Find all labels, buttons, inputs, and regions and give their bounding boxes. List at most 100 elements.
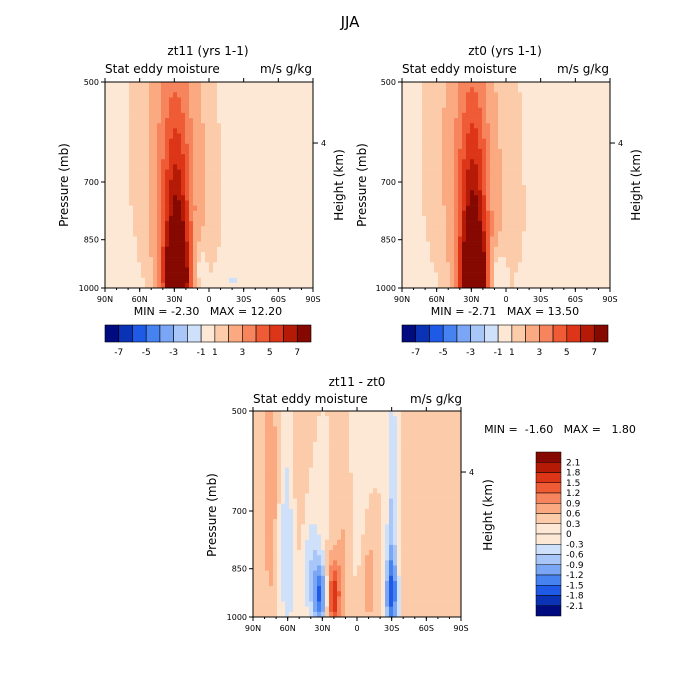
heatmap-cell	[550, 195, 555, 201]
heatmap-cell	[430, 195, 435, 201]
panel-2-subtitle-left: Stat eddy moisture	[402, 62, 517, 76]
heatmap-cell	[301, 262, 306, 268]
heatmap-cell	[582, 195, 587, 201]
heatmap-cell	[253, 123, 258, 129]
heatmap-cell	[153, 200, 158, 206]
heatmap-cell	[197, 82, 202, 88]
heatmap-cell	[253, 133, 258, 139]
heatmap-cell	[273, 529, 278, 535]
heatmap-cell	[418, 277, 423, 284]
heatmap-cell	[253, 159, 258, 165]
heatmap-cell	[546, 251, 551, 258]
heatmap-cell	[590, 87, 595, 93]
heatmap-cell	[285, 441, 290, 448]
heatmap-cell	[482, 107, 487, 114]
heatmap-cell	[229, 251, 234, 258]
heatmap-cell	[209, 200, 214, 206]
heatmap-cell	[265, 159, 270, 165]
heatmap-cell	[510, 159, 515, 165]
heatmap-cell	[566, 97, 571, 103]
heatmap-cell	[546, 133, 551, 139]
heatmap-cell	[249, 159, 254, 165]
heatmap-cell	[606, 87, 611, 93]
heatmap-cell	[121, 231, 126, 237]
heatmap-cell	[201, 267, 206, 273]
heatmap-cell	[261, 436, 266, 443]
heatmap-cell	[570, 246, 575, 253]
heatmap-cell	[526, 282, 531, 289]
heatmap-cell	[462, 272, 467, 278]
heatmap-cell	[554, 215, 559, 222]
heatmap-cell	[305, 107, 310, 114]
heatmap-cell	[181, 185, 186, 191]
heatmap-cell	[594, 164, 599, 170]
heatmap-cell	[486, 154, 491, 160]
heatmap-cell	[189, 97, 194, 103]
heatmap-cell	[205, 215, 210, 222]
heatmap-cell	[550, 185, 555, 191]
heatmap-cell	[566, 210, 571, 217]
heatmap-cell	[598, 92, 603, 98]
heatmap-cell	[261, 447, 266, 453]
heatmap-cell	[546, 179, 551, 186]
heatmap-cell	[217, 123, 222, 129]
colorbar-box	[145, 324, 161, 343]
heatmap-cell	[402, 272, 407, 278]
heatmap-cell	[169, 282, 174, 289]
heatmap-cell	[530, 272, 535, 278]
heatmap-cell	[297, 488, 302, 494]
heatmap-cell	[221, 267, 226, 273]
heatmap-cell	[197, 215, 202, 222]
heatmap-cell	[285, 488, 290, 494]
heatmap-cell	[410, 195, 415, 201]
heatmap-cell	[265, 488, 270, 494]
heatmap-cell	[510, 138, 515, 145]
heatmap-cell	[301, 560, 306, 566]
heatmap-cell	[137, 221, 142, 227]
heatmap-cell	[257, 97, 262, 103]
heatmap-cell	[261, 92, 266, 98]
heatmap-cell	[273, 112, 278, 119]
heatmap-cell	[265, 87, 270, 93]
heatmap-cell	[594, 148, 599, 155]
heatmap-cell	[277, 452, 282, 458]
heatmap-cell	[550, 200, 555, 206]
heatmap-cell	[554, 236, 559, 242]
heatmap-cell	[590, 200, 595, 206]
heatmap-cell	[293, 411, 298, 417]
heatmap-cell	[257, 472, 262, 479]
heatmap-cell	[442, 272, 447, 278]
heatmap-cell	[205, 133, 210, 139]
heatmap-cell	[574, 97, 579, 103]
heatmap-cell	[185, 118, 190, 124]
heatmap-cell	[450, 107, 455, 114]
heatmap-cell	[301, 524, 306, 530]
heatmap-cell	[526, 179, 531, 186]
heatmap-cell	[482, 87, 487, 93]
heatmap-cell	[269, 586, 274, 592]
heatmap-cell	[313, 488, 318, 494]
heatmap-cell	[205, 282, 210, 289]
heatmap-cell	[237, 200, 242, 206]
heatmap-cell	[177, 200, 182, 206]
heatmap-cell	[606, 92, 611, 98]
heatmap-cell	[293, 210, 298, 217]
heatmap-cell	[281, 550, 286, 556]
heatmap-cell	[109, 195, 114, 201]
heatmap-cell	[458, 215, 463, 222]
heatmap-cell	[590, 164, 595, 170]
heatmap-cell	[285, 82, 290, 88]
heatmap-cell	[193, 159, 198, 165]
heatmap-cell	[285, 112, 290, 119]
heatmap-cell	[506, 112, 511, 119]
heatmap-cell	[133, 164, 138, 170]
heatmap-cell	[498, 164, 503, 170]
heatmap-cell	[261, 503, 266, 510]
heatmap-cell	[273, 200, 278, 206]
heatmap-cell	[225, 262, 230, 268]
heatmap-cell	[470, 205, 475, 212]
heatmap-cell	[566, 107, 571, 114]
heatmap-cell	[301, 123, 306, 129]
heatmap-cell	[157, 190, 162, 196]
heatmap-cell	[301, 472, 306, 479]
